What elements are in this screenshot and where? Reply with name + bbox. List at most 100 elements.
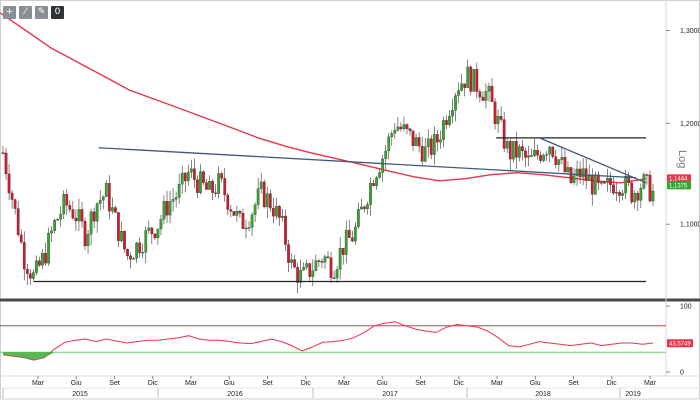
oscillator-value-tag — [667, 339, 693, 348]
candle-body — [193, 168, 196, 180]
candle-body — [202, 171, 205, 183]
candle — [460, 73, 463, 92]
candle-body — [86, 234, 90, 247]
candle — [211, 179, 214, 201]
candle — [651, 183, 655, 207]
candle-body — [284, 215, 287, 245]
candle-body — [606, 178, 609, 183]
candle-body — [414, 137, 418, 146]
y-tick-label: 1,2000 — [680, 121, 700, 128]
candle — [375, 175, 378, 190]
candle — [439, 130, 442, 149]
candle-body — [44, 252, 47, 264]
candle — [275, 198, 278, 220]
candle-body — [651, 190, 655, 202]
candle — [378, 168, 381, 179]
candle-body — [572, 175, 576, 183]
eraser-icon[interactable]: ✎ — [35, 5, 48, 19]
candle-body — [89, 211, 93, 235]
candle-body — [314, 260, 318, 271]
candle — [575, 160, 579, 186]
candle-body — [247, 227, 251, 229]
candle — [199, 164, 202, 195]
candle-body — [41, 252, 44, 266]
candle-body — [238, 210, 242, 214]
candle — [147, 220, 151, 234]
candle-body — [138, 242, 142, 254]
candle — [232, 211, 236, 217]
candle — [530, 148, 533, 157]
candle — [426, 129, 430, 158]
candle-body — [618, 192, 621, 196]
candle — [469, 64, 473, 95]
candle-body — [384, 150, 388, 160]
candle — [241, 208, 245, 229]
candle — [238, 209, 242, 218]
candle-body — [165, 201, 169, 216]
candle — [83, 217, 87, 251]
candle — [627, 172, 631, 187]
zero-icon[interactable]: 0 — [51, 5, 64, 19]
candle-body — [338, 247, 342, 270]
candle — [572, 168, 576, 185]
candle-body — [189, 168, 193, 173]
candle-body — [92, 211, 96, 222]
candle-body — [481, 96, 485, 101]
candle — [159, 214, 163, 236]
candle-body — [408, 128, 412, 131]
candle-body — [381, 158, 385, 173]
candle — [639, 183, 643, 209]
candle-body — [432, 134, 436, 155]
candle — [569, 166, 573, 185]
candle-body — [366, 204, 369, 209]
candle-body — [624, 176, 628, 194]
candle — [636, 190, 640, 212]
candle — [50, 226, 53, 242]
candle — [208, 175, 211, 190]
draw-line-icon[interactable]: ⁄ — [19, 5, 32, 19]
candle — [609, 172, 612, 193]
candle — [62, 190, 66, 220]
candle-body — [117, 212, 120, 242]
candle-body — [363, 206, 366, 209]
candle-body — [405, 124, 409, 129]
candle-body — [110, 207, 114, 212]
candle — [92, 207, 96, 229]
candle — [326, 251, 330, 259]
x-month-label: Giu — [71, 380, 82, 387]
candle — [463, 83, 467, 97]
candle-body — [101, 196, 105, 201]
candle-body — [496, 116, 500, 125]
candle-body — [557, 159, 561, 165]
candle — [95, 202, 99, 233]
candle-body — [393, 130, 397, 134]
oscillator-value-label: 43,5749 — [669, 342, 691, 348]
zoom-in-icon[interactable]: + — [3, 5, 16, 19]
candle-body — [621, 192, 624, 196]
candle-body — [578, 168, 582, 178]
candle — [98, 190, 102, 211]
candle — [107, 175, 111, 220]
candle — [226, 193, 230, 216]
candle-body — [357, 209, 360, 227]
candle-body — [451, 109, 454, 117]
candle — [262, 179, 266, 209]
candle-body — [344, 229, 348, 255]
candle-body — [472, 69, 476, 92]
candle-body — [68, 205, 72, 210]
candle — [44, 242, 47, 266]
candle-body — [177, 184, 181, 198]
candle — [493, 97, 497, 130]
candle-body — [533, 149, 536, 156]
candle-body — [399, 126, 403, 130]
candle-body — [308, 263, 312, 277]
candle-body — [159, 219, 163, 230]
candle-body — [326, 256, 330, 258]
candle-body — [16, 208, 20, 235]
candle — [177, 173, 181, 204]
y-tick-label: 1,1000 — [680, 222, 700, 229]
candle-body — [463, 83, 467, 88]
candle-body — [25, 269, 29, 274]
candle — [551, 146, 555, 159]
